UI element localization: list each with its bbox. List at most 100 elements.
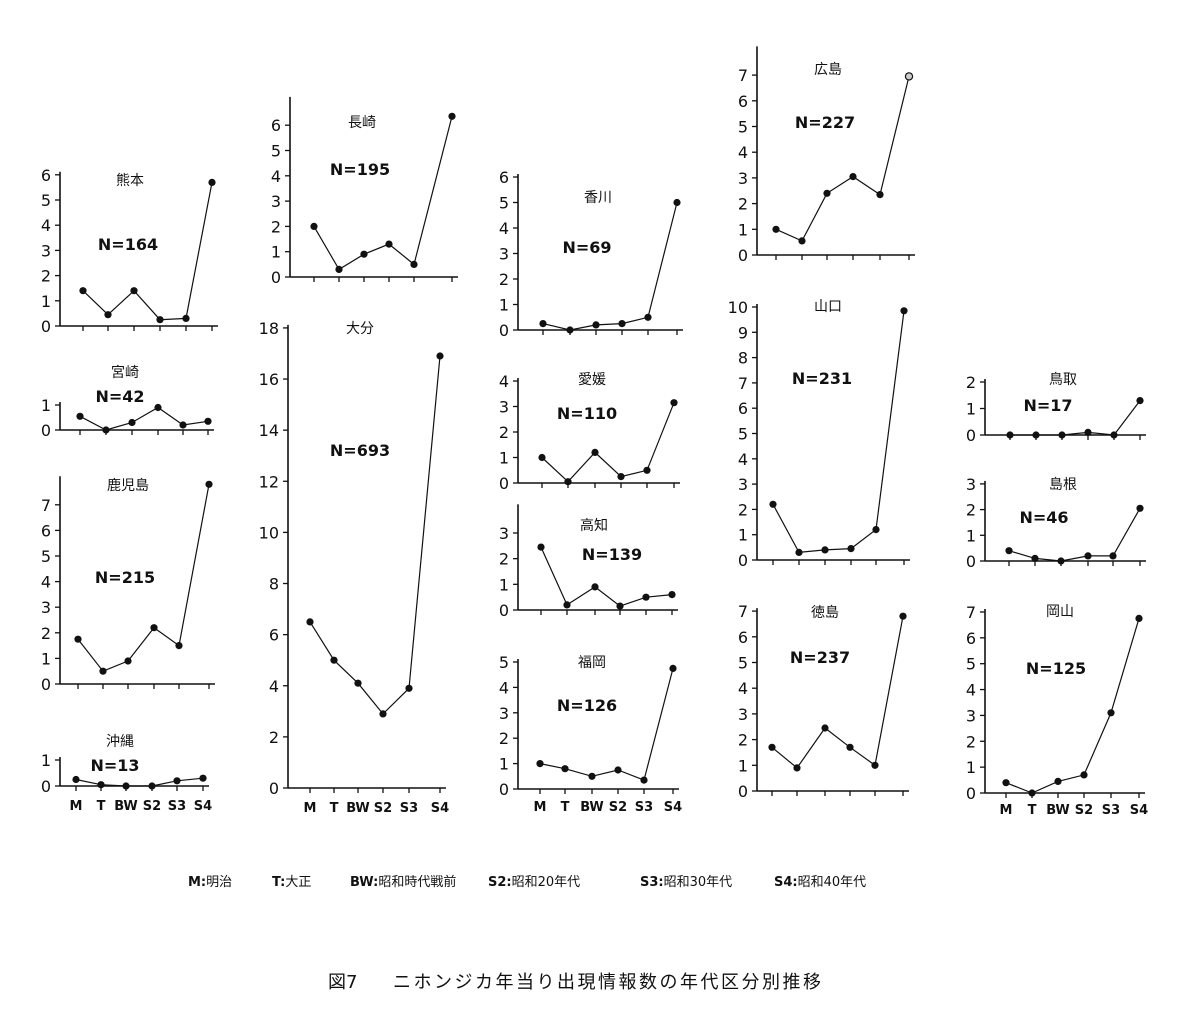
chart-title: 沖縄 [106,734,134,750]
data-point-m [537,543,545,551]
sample-size-label: N=69 [562,238,611,257]
data-point-m [306,618,314,626]
chart-kochi: 0 1 2 3 高知 N=139 [499,504,678,620]
data-point-s4 [204,417,212,425]
x-tick-label-bw: BW [580,800,604,815]
chart-title: 長崎 [348,115,376,131]
y-tick-label: 5 [499,653,509,672]
y-tick-label: 5 [738,118,748,137]
chart-oita: 0 2 4 6 8 10 12 14 16 18 M T BW S2 S3 S4 大分 N=693 [259,319,450,816]
legend-abbr: M: [188,875,207,890]
data-point-s4 [1136,397,1144,405]
y-tick-label: 4 [966,681,976,700]
x-tick-label-m: M [534,800,547,815]
chart-ehime: 0 1 2 3 4 愛媛 N=110 [499,372,680,493]
x-tick-label-s4: S4 [431,801,449,816]
data-point-m [1002,779,1010,787]
y-tick-label: 2 [499,423,509,442]
data-point-bw [591,583,599,591]
y-tick-label: 0 [966,426,976,445]
data-point-bw [1054,777,1062,786]
data-point-s2 [618,320,626,328]
chart-title: 岡山 [1046,604,1074,620]
sample-size-label: N=42 [95,387,144,406]
legend-label: 昭和時代戦前 [378,875,457,890]
data-point-s3 [173,777,181,785]
legend-label: 明治 [206,875,233,890]
data-point-s2 [385,240,393,248]
series-line [313,116,453,271]
y-tick-label: 3 [738,705,748,724]
x-tick-label-m: M [304,801,317,816]
x-tick-label-s4: S4 [664,800,682,815]
data-point-bw [1057,557,1065,565]
y-tick-label: 1 [738,526,748,545]
data-point-t [102,426,110,434]
y-tick-label: 1 [499,296,509,315]
legend-item-s2: S2:昭和20年代 [488,871,580,890]
series-line [79,406,209,431]
series-line [539,668,674,781]
sample-size-label: N=164 [98,235,158,254]
y-tick-label: 0 [271,268,281,287]
series-line [542,202,678,331]
y-tick-label: 4 [41,216,51,235]
data-point-s2 [150,624,158,632]
data-point-s2 [1084,552,1092,560]
data-point-t [99,667,107,675]
series-line [775,76,910,242]
data-point-s2 [148,782,156,790]
y-tick-label: 1 [41,396,51,415]
data-point-s3 [643,466,651,474]
y-tick-label: 2 [499,270,509,289]
y-tick-label: 16 [259,370,279,389]
data-point-s3 [410,260,418,268]
data-point-s4 [669,664,677,673]
y-tick-label: 3 [499,398,509,417]
y-tick-label: 2 [966,501,976,520]
sample-size-label: N=13 [90,756,139,775]
x-tick-label-s3: S3 [635,800,653,815]
y-tick-label: 1 [738,220,748,239]
chart-title: 高知 [580,517,608,534]
y-tick-label: 0 [269,779,279,798]
series-line [772,310,905,554]
y-tick-label: 4 [738,679,748,698]
data-point-s3 [1109,552,1117,560]
data-point-m [72,775,80,784]
data-point-s4 [904,72,914,81]
y-tick-label: 0 [499,321,509,340]
y-tick-label: 8 [738,349,748,368]
data-point-s4 [673,198,681,207]
data-point-m [768,743,776,751]
data-point-s4 [670,399,678,407]
legend-label: 昭和30年代 [663,875,733,890]
y-tick-label: 4 [499,678,509,697]
y-tick-label: 14 [259,421,279,440]
data-point-s3 [640,776,648,784]
x-tick-label-t: T [330,801,339,816]
series-line [1005,618,1140,794]
legend-item-m: M:明治 [188,871,232,890]
sample-size-label: N=139 [582,545,642,564]
y-tick-label: 6 [41,521,51,540]
legend-item-s4: S4:昭和40年代 [774,871,866,890]
data-point-s4 [436,352,444,360]
legend-item-t: T:大正 [272,871,311,890]
y-tick-label: 0 [966,784,976,803]
y-tick-label: 3 [966,475,976,494]
chart-miyazaki: 0 1 宮崎 N=42 [41,365,214,440]
series-line [540,546,673,607]
y-tick-label: 3 [499,524,509,543]
data-point-m [310,222,318,230]
y-tick-label: 7 [738,602,748,621]
y-tick-label: 5 [738,654,748,673]
y-tick-label: 5 [41,547,51,566]
legend-abbr: S2: [488,875,512,890]
x-tick-label-t: T [561,800,570,815]
legend-label: 昭和40年代 [797,875,867,890]
y-tick-label: 0 [966,552,976,571]
y-tick-label: 0 [738,782,748,801]
data-point-bw [360,250,368,258]
